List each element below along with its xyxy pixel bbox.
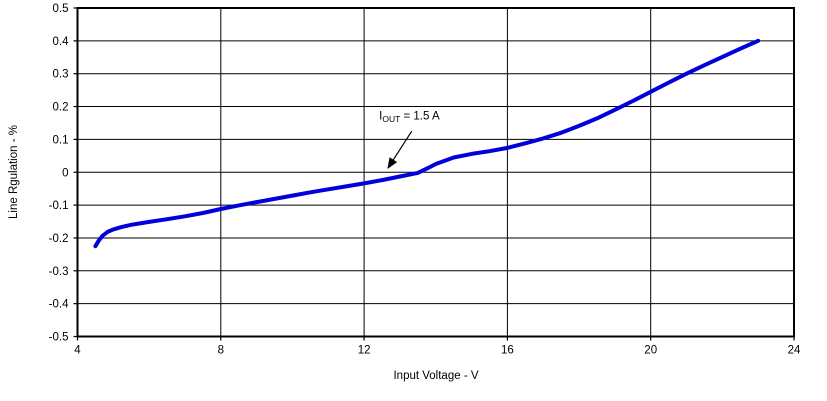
x-tick-label: 20 <box>644 345 657 357</box>
series-line <box>93 38 761 249</box>
annotation-label: IOUT = 1.5 A <box>379 111 440 125</box>
x-tick-label: 12 <box>358 345 371 357</box>
y-tick-label: 0.3 <box>53 69 69 81</box>
annotation-arrowhead <box>387 157 398 169</box>
y-tick-label: 0.1 <box>53 134 69 146</box>
y-tick-label: -0.2 <box>49 233 69 245</box>
x-axis-title: Input Voltage - V <box>393 370 479 382</box>
y-tick-label: -0.1 <box>49 200 69 212</box>
x-tick-label: 8 <box>218 345 224 357</box>
y-tick-label: -0.3 <box>49 266 69 278</box>
y-axis-title: Line Rgulation - % <box>8 125 20 219</box>
x-tick-label: 16 <box>501 345 514 357</box>
y-tick-label: -0.5 <box>49 332 69 344</box>
y-tick-label: 0.4 <box>53 36 70 48</box>
y-tick-label: 0.5 <box>53 3 69 15</box>
y-tick-label: 0 <box>62 167 68 179</box>
y-tick-label: 0.2 <box>53 102 69 114</box>
plot-border <box>76 7 795 338</box>
x-tick-label: 24 <box>788 345 801 357</box>
x-tick-label: 4 <box>74 345 81 357</box>
annotation-arrow <box>392 130 413 161</box>
y-tick-label: -0.4 <box>49 299 69 311</box>
